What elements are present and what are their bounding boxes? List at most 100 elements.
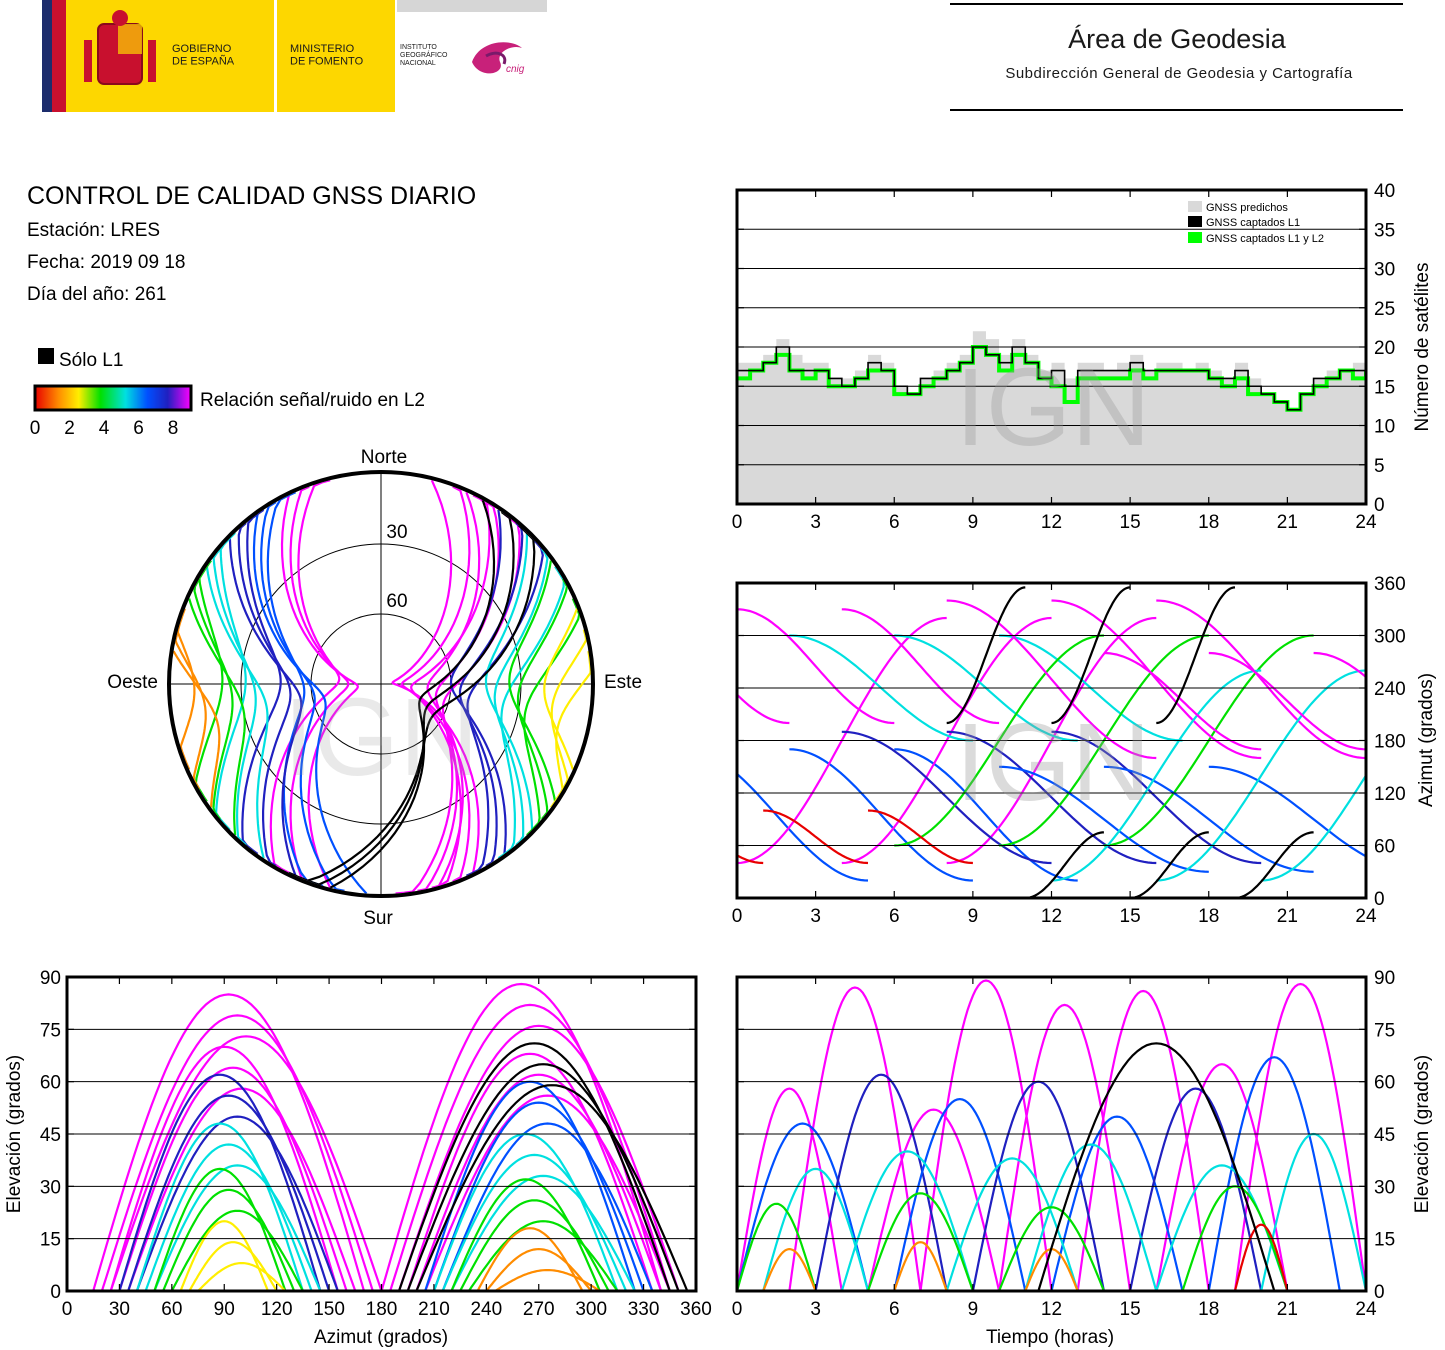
satellite-count-xtick-label: 9 bbox=[968, 512, 979, 533]
elevation-azimuth-arc bbox=[424, 1094, 671, 1291]
azimuth-track bbox=[763, 809, 869, 865]
azimuth-track bbox=[1051, 599, 1262, 760]
azimuth-track bbox=[1156, 599, 1366, 760]
satellite-count-xtick-label: 18 bbox=[1198, 512, 1219, 533]
elevation-azimuth-xtick-label: 30 bbox=[109, 1299, 130, 1320]
elevation-time-arc bbox=[998, 1206, 1105, 1291]
skyplot-track bbox=[280, 495, 359, 889]
watermark-3: IGN bbox=[283, 676, 479, 799]
satellite-count-chart: 0 5 10 15 20 25 30 35 40 0 3 6 9 12 15 18 21 24 GNSS pred… bbox=[732, 181, 1433, 533]
satellite-count-ytick-label: 20 bbox=[1374, 338, 1395, 359]
skyplot-track bbox=[410, 494, 491, 889]
elevation-azimuth-arc bbox=[144, 1143, 313, 1291]
azimuth-time-ytick-label: 180 bbox=[1374, 732, 1406, 753]
elevation-time-ytick-label: 45 bbox=[1374, 1125, 1395, 1146]
elevation-azimuth-arc bbox=[118, 1073, 322, 1291]
elevation-azimuth-arc bbox=[127, 1094, 331, 1291]
legend-l1l2-swatch bbox=[1188, 232, 1202, 243]
skyplot-east-label: Este bbox=[604, 672, 642, 693]
elevation-azimuth-arc bbox=[188, 1241, 278, 1291]
skyplot-chart: Norte Sur Este Oeste 30 60 bbox=[107, 447, 642, 929]
station-label: Estación: LRES bbox=[27, 220, 160, 241]
elevation-azimuth-xtick-label: 240 bbox=[470, 1299, 502, 1320]
azimuth-track bbox=[1051, 586, 1131, 725]
elevation-time-xtick-label: 21 bbox=[1277, 1299, 1298, 1320]
azimuth-track bbox=[1051, 669, 1262, 882]
satellite-legend: GNSS predichos GNSS captados L1 GNSS cap… bbox=[1188, 201, 1324, 245]
elevation-time-arc bbox=[998, 1003, 1132, 1291]
elevation-time-arc bbox=[1207, 1056, 1341, 1291]
report-info: CONTROL DE CALIDAD GNSS DIARIO Estación:… bbox=[27, 182, 476, 439]
skyplot-west-label: Oeste bbox=[107, 672, 158, 693]
gobierno-label: GOBIERNO DE ESPAÑA bbox=[172, 43, 235, 68]
skyplot-track bbox=[188, 598, 246, 836]
skyplot-ring-60: 60 bbox=[386, 591, 407, 612]
elevation-time-ylabel: Elevación (grados) bbox=[1412, 1055, 1433, 1213]
skyplot-track bbox=[237, 522, 292, 867]
azimuth-track bbox=[946, 599, 1157, 760]
azimuth-track bbox=[999, 765, 1209, 873]
elevation-time-xtick-label: 0 bbox=[732, 1299, 743, 1320]
skyplot-track bbox=[426, 491, 481, 887]
elevation-azimuth-ytick-label: 45 bbox=[40, 1125, 61, 1146]
skyplot-track bbox=[550, 650, 591, 809]
azimuth-track bbox=[1156, 669, 1366, 882]
elevation-time-xtick-label: 3 bbox=[810, 1299, 821, 1320]
skyplot-track bbox=[400, 485, 471, 883]
area-geodesia-header: Área de Geodesia Subdirección General de… bbox=[950, 3, 1403, 111]
satellite-count-xtick-label: 0 bbox=[732, 512, 743, 533]
azimuth-track bbox=[1103, 651, 1262, 751]
skyplot-track bbox=[176, 608, 196, 770]
area-subtitle: Subdirección General de Geodesia y Carto… bbox=[1005, 65, 1353, 82]
satellite-count-ytick-label: 35 bbox=[1374, 220, 1395, 241]
azimuth-time-ytick-label: 120 bbox=[1374, 784, 1406, 805]
elevation-time-ytick-label: 60 bbox=[1374, 1073, 1395, 1094]
azimuth-track bbox=[841, 608, 1000, 725]
skyplot-horizon bbox=[167, 470, 595, 898]
skyplot-track bbox=[193, 578, 234, 820]
elevation-azimuth-arc bbox=[153, 1167, 287, 1291]
skyplot-track bbox=[465, 537, 544, 877]
skyplot-track bbox=[288, 524, 536, 882]
satellite-count-xtick-label: 6 bbox=[889, 512, 900, 533]
elevation-time-ytick-label: 0 bbox=[1374, 1282, 1385, 1303]
azimuth-time-xtick-label: 9 bbox=[968, 906, 979, 927]
elevation-azimuth-arc bbox=[441, 1153, 628, 1291]
satellite-count-ytick-label: 10 bbox=[1374, 417, 1395, 438]
elevation-azimuth-arc bbox=[432, 1101, 645, 1291]
elevation-azimuth-arc bbox=[441, 1122, 654, 1291]
elevation-azimuth-xtick-label: 330 bbox=[628, 1299, 660, 1320]
skyplot-track bbox=[266, 491, 324, 887]
area-title: Área de Geodesia bbox=[1068, 24, 1287, 54]
ign-watermarks: IGN IGN IGN bbox=[283, 346, 1151, 824]
coat-of-arms-icon bbox=[84, 10, 156, 85]
azimuth-time-xtick-label: 24 bbox=[1355, 906, 1377, 927]
satellite-count-ytick-label: 0 bbox=[1374, 495, 1385, 516]
azimuth-time-xtick-label: 3 bbox=[810, 906, 821, 927]
azimuth-time-xtick-label: 6 bbox=[889, 906, 900, 927]
azimuth-track bbox=[1261, 773, 1366, 882]
skyplot-track bbox=[523, 598, 581, 836]
elevation-time-arc bbox=[919, 979, 1053, 1291]
azimuth-time-xtick-label: 21 bbox=[1277, 906, 1298, 927]
skyplot-track bbox=[260, 501, 345, 892]
satellite-count-xtick-label: 3 bbox=[810, 512, 821, 533]
elevation-azimuth-arc bbox=[135, 1115, 339, 1291]
azimuth-track bbox=[1156, 586, 1236, 725]
elevation-azimuth-arc bbox=[467, 1220, 619, 1291]
elevation-time-arc bbox=[1155, 1063, 1289, 1291]
elevation-time-arc bbox=[1037, 1042, 1276, 1291]
l1-only-swatch bbox=[38, 348, 54, 364]
elevation-azimuth-arc bbox=[494, 1269, 601, 1291]
colorbar-tick: 4 bbox=[99, 418, 110, 439]
legend-l1-label: GNSS captados L1 bbox=[1206, 217, 1300, 229]
elevation-time-arc bbox=[762, 1167, 870, 1291]
elevation-azimuth-arc bbox=[406, 1052, 654, 1291]
ministerio-logo-bg bbox=[277, 0, 395, 112]
skyplot-track bbox=[449, 509, 507, 855]
satellite-count-ytick-label: 5 bbox=[1374, 456, 1385, 477]
satellite-count-xtick-label: 24 bbox=[1355, 512, 1377, 533]
satellite-count-ytick-label: 40 bbox=[1374, 181, 1395, 202]
skyplot-ring-30: 30 bbox=[386, 522, 407, 543]
azimuth-track bbox=[737, 854, 764, 865]
